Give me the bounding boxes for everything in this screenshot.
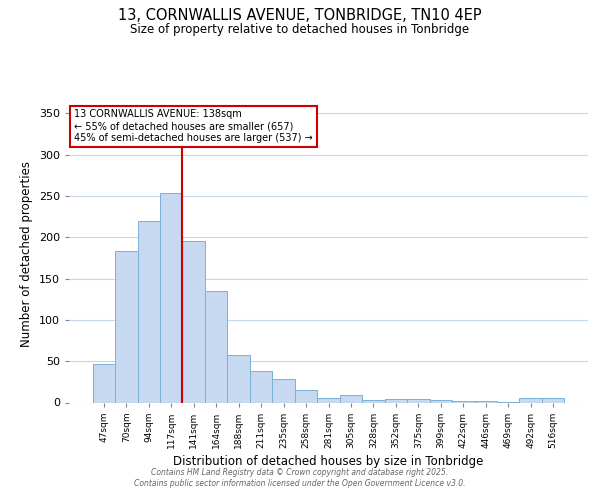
Bar (452, 401, 475, 402)
Bar (182, 242, 205, 402)
Bar (542, 398, 565, 402)
Bar (250, 371, 272, 402)
Text: Contains HM Land Registry data © Crown copyright and database right 2025.
Contai: Contains HM Land Registry data © Crown c… (134, 468, 466, 487)
Bar (227, 354, 250, 403)
Bar (160, 194, 182, 402)
Bar (272, 380, 295, 402)
Bar (92, 364, 115, 403)
Y-axis label: Number of detached properties: Number of detached properties (20, 161, 33, 347)
Bar (137, 220, 160, 402)
Text: 13, CORNWALLIS AVENUE, TONBRIDGE, TN10 4EP: 13, CORNWALLIS AVENUE, TONBRIDGE, TN10 4… (118, 8, 482, 22)
Bar (407, 399, 430, 402)
Bar (317, 398, 340, 402)
Text: Size of property relative to detached houses in Tonbridge: Size of property relative to detached ho… (130, 22, 470, 36)
Bar (362, 400, 385, 402)
Bar (385, 399, 407, 402)
Bar (205, 291, 227, 403)
Bar (295, 390, 317, 402)
Bar (115, 252, 137, 402)
Bar (520, 398, 542, 402)
Bar (340, 395, 362, 402)
Text: 13 CORNWALLIS AVENUE: 138sqm
← 55% of detached houses are smaller (657)
45% of s: 13 CORNWALLIS AVENUE: 138sqm ← 55% of de… (74, 110, 313, 142)
Bar (475, 401, 497, 402)
Bar (430, 400, 452, 402)
X-axis label: Distribution of detached houses by size in Tonbridge: Distribution of detached houses by size … (173, 455, 484, 468)
